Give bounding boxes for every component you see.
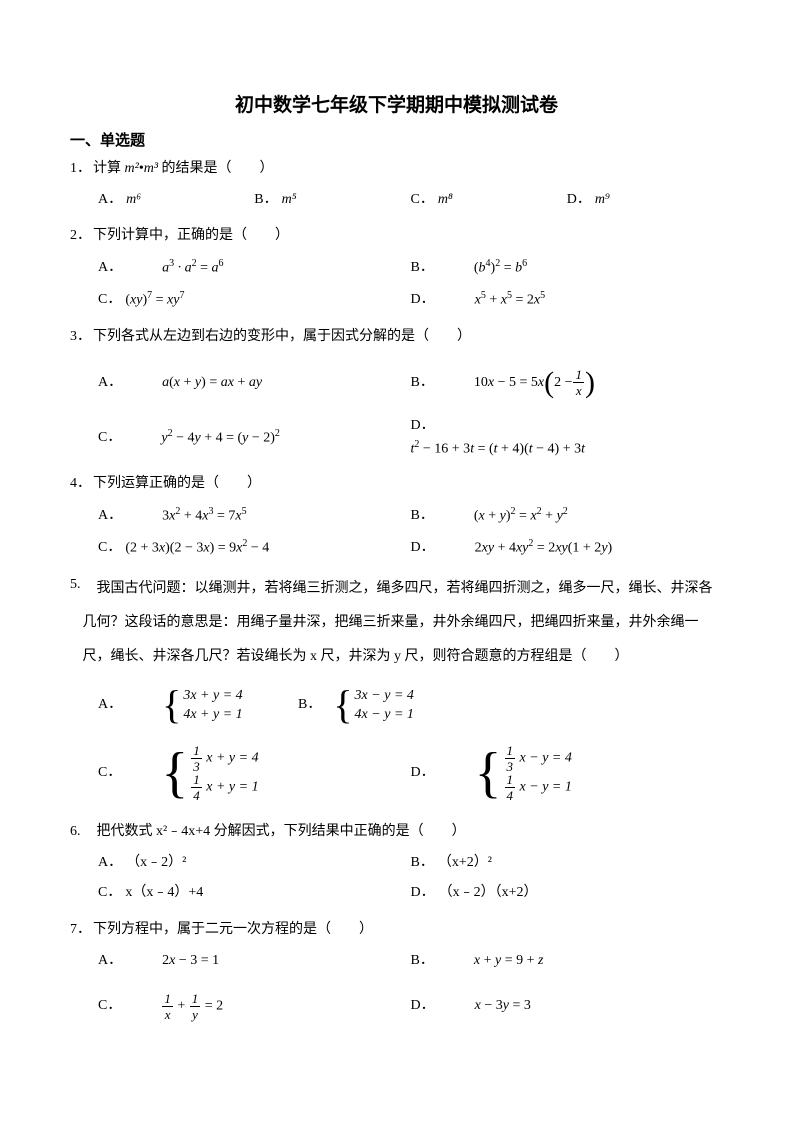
q1-stem-prefix: 计算 bbox=[93, 161, 125, 176]
fraction-icon: 1x bbox=[573, 368, 584, 397]
q1-stem: 计算 m²•m³ 的结果是（ ） bbox=[93, 156, 723, 183]
equation-system-icon: { 13 x + y = 4 14 x + y = 1 bbox=[161, 744, 258, 802]
q4-options-row2: C．(2 + 3x)(2 − 3x) = 9x2 − 4 D．2xy + 4xy… bbox=[70, 534, 723, 562]
q7-option-b: B．x + y = 9 + z bbox=[411, 948, 724, 975]
q1-stem-suffix: 的结果是（ ） bbox=[158, 161, 274, 176]
q7-option-c: C． 1x + 1y = 2 bbox=[98, 992, 411, 1021]
q7-option-a: A．2x − 3 = 1 bbox=[98, 948, 411, 975]
q1-option-b: B．m⁵ bbox=[254, 187, 410, 214]
q4-option-b: B．(x + y)2 = x2 + y2 bbox=[411, 502, 724, 530]
q6-option-b: B．（x+2）² bbox=[411, 850, 724, 877]
q1-stem-expr: m²•m³ bbox=[125, 161, 159, 176]
q6-option-d: D．（x﹣2）（x+2） bbox=[411, 880, 724, 907]
q2-number: 2． bbox=[70, 223, 91, 250]
section-heading-mcq: 一、单选题 bbox=[70, 129, 723, 150]
q2-option-b: B．(b4)2 = b6 bbox=[411, 254, 724, 282]
q3-number: 3． bbox=[70, 324, 91, 351]
equation-system-icon: { 13 x − y = 4 14 x − y = 1 bbox=[475, 744, 572, 802]
q1-option-c: C．m⁸ bbox=[411, 187, 567, 214]
q3-option-c: C．y2 − 4y + 4 = (y − 2)2 bbox=[98, 424, 411, 452]
q5-stem: 我国古代问题：以绳测井，若将绳三折测之，绳多四尺，若将绳四折测之，绳多一尺，绳长… bbox=[83, 572, 724, 673]
q3-option-a: A．a(x + y) = ax + ay bbox=[98, 370, 411, 397]
q5-option-c: C． { 13 x + y = 4 14 x + y = 1 bbox=[98, 744, 411, 802]
q6-option-a: A．（x﹣2）² bbox=[98, 850, 411, 877]
q2-option-c: C．(xy)7 = xy7 bbox=[98, 286, 411, 314]
q3-option-d: D． t2 − 16 + 3t = (t + 4)(t − 4) + 3t bbox=[411, 415, 724, 461]
q2-options-row1: A．a3 · a2 = a6 B．(b4)2 = b6 bbox=[70, 254, 723, 282]
q7-number: 7． bbox=[70, 917, 91, 944]
q7-options-row1: A．2x − 3 = 1 B．x + y = 9 + z bbox=[70, 948, 723, 975]
q3-stem: 下列各式从左边到右边的变形中，属于因式分解的是（ ） bbox=[93, 324, 723, 351]
question-3: 3． 下列各式从左边到右边的变形中，属于因式分解的是（ ） A．a(x + y)… bbox=[70, 324, 723, 461]
q5-options-row2: C． { 13 x + y = 4 14 x + y = 1 D． { 13 x… bbox=[70, 737, 723, 809]
q3-options-row1: A．a(x + y) = ax + ay B． 10x − 5 = 5x ( 2… bbox=[70, 355, 723, 411]
page-title: 初中数学七年级下学期期中模拟测试卷 bbox=[70, 90, 723, 117]
q4-option-c: C．(2 + 3x)(2 − 3x) = 9x2 − 4 bbox=[98, 534, 411, 562]
q1-option-d: D．m⁹ bbox=[567, 187, 723, 214]
q7-options-row2: C． 1x + 1y = 2 D．x − 3y = 3 bbox=[70, 978, 723, 1034]
q2-option-d: D．x5 + x5 = 2x5 bbox=[411, 286, 724, 314]
q2-stem: 下列计算中，正确的是（ ） bbox=[93, 223, 723, 250]
equation-system-icon: { 3x − y = 4 4x − y = 1 bbox=[333, 685, 414, 725]
q3-b-paren: ( 2 − 1x ) bbox=[544, 368, 595, 398]
q3-option-b: B． 10x − 5 = 5x ( 2 − 1x ) bbox=[411, 368, 724, 398]
question-6: 6. 把代数式 x²﹣4x+4 分解因式，下列结果中正确的是（ ） A．（x﹣2… bbox=[70, 819, 723, 907]
q5-option-b: B． { 3x − y = 4 4x − y = 1 bbox=[298, 685, 611, 725]
question-1: 1． 计算 m²•m³ 的结果是（ ） A．m⁶ B．m⁵ C．m⁸ D．m⁹ bbox=[70, 156, 723, 213]
question-7: 7． 下列方程中，属于二元一次方程的是（ ） A．2x − 3 = 1 B．x … bbox=[70, 917, 723, 1034]
q1-options: A．m⁶ B．m⁵ C．m⁸ D．m⁹ bbox=[70, 187, 723, 214]
q4-stem: 下列运算正确的是（ ） bbox=[93, 471, 723, 498]
question-4: 4． 下列运算正确的是（ ） A．3x2 + 4x3 = 7x5 B．(x + … bbox=[70, 471, 723, 562]
fraction-icon: 1y bbox=[190, 992, 201, 1021]
q5-number: 5. bbox=[70, 572, 81, 673]
q6-stem: 把代数式 x²﹣4x+4 分解因式，下列结果中正确的是（ ） bbox=[83, 819, 724, 846]
q4-options-row1: A．3x2 + 4x3 = 7x5 B．(x + y)2 = x2 + y2 bbox=[70, 502, 723, 530]
equation-system-icon: { 3x + y = 4 4x + y = 1 bbox=[162, 685, 243, 725]
q4-option-d: D．2xy + 4xy2 = 2xy(1 + 2y) bbox=[411, 534, 724, 562]
q5-options-row1: A． { 3x + y = 4 4x + y = 1 B． { 3x − y =… bbox=[70, 677, 723, 733]
q7-stem: 下列方程中，属于二元一次方程的是（ ） bbox=[93, 917, 723, 944]
q7-option-d: D．x − 3y = 3 bbox=[411, 993, 724, 1020]
q6-number: 6. bbox=[70, 819, 81, 846]
question-5: 5. 我国古代问题：以绳测井，若将绳三折测之，绳多四尺，若将绳四折测之，绳多一尺… bbox=[70, 572, 723, 809]
exam-page: 初中数学七年级下学期期中模拟测试卷 一、单选题 1． 计算 m²•m³ 的结果是… bbox=[0, 0, 793, 1122]
q5-option-a: A． { 3x + y = 4 4x + y = 1 bbox=[98, 685, 298, 725]
q4-number: 4． bbox=[70, 471, 91, 498]
q6-options-row1: A．（x﹣2）² B．（x+2）² bbox=[70, 850, 723, 877]
question-2: 2． 下列计算中，正确的是（ ） A．a3 · a2 = a6 B．(b4)2 … bbox=[70, 223, 723, 314]
q6-options-row2: C．x（x﹣4）+4 D．（x﹣2）（x+2） bbox=[70, 880, 723, 907]
q2-options-row2: C．(xy)7 = xy7 D．x5 + x5 = 2x5 bbox=[70, 286, 723, 314]
q1-number: 1． bbox=[70, 156, 91, 183]
q3-options-row2: C．y2 − 4y + 4 = (y − 2)2 D． t2 − 16 + 3t… bbox=[70, 415, 723, 461]
q5-option-d: D． { 13 x − y = 4 14 x − y = 1 bbox=[411, 744, 724, 802]
q4-option-a: A．3x2 + 4x3 = 7x5 bbox=[98, 502, 411, 530]
fraction-icon: 1x bbox=[162, 992, 173, 1021]
q2-option-a: A．a3 · a2 = a6 bbox=[98, 254, 411, 282]
q1-option-a: A．m⁶ bbox=[98, 187, 254, 214]
q6-option-c: C．x（x﹣4）+4 bbox=[98, 880, 411, 907]
